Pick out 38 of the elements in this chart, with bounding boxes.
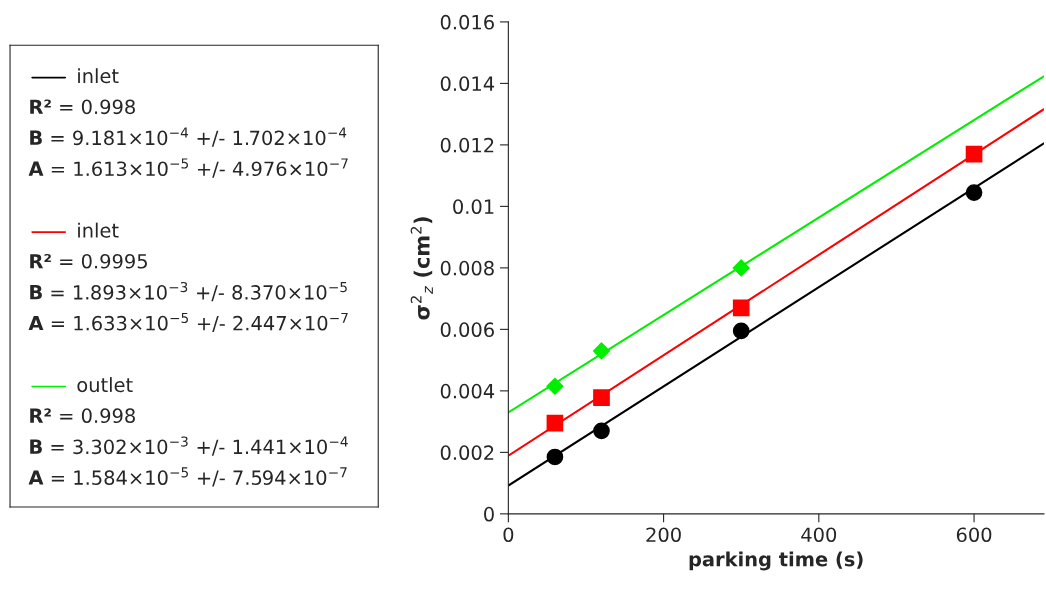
y-tick-label: 0.016 [440,14,494,30]
y-tick-label: 0.008 [440,260,494,276]
y-axis-title: σ$^{2}$$_{z}$ (cm$^{2}$) [410,217,433,320]
point [732,259,750,277]
y-tick-label: 0 [484,506,494,522]
text: B = 3.302×10$^{−3}$ +/- 1.441×10$^{−4}$ [30,436,348,456]
point [732,322,750,340]
point [546,448,564,466]
point [593,422,610,440]
text: B = 9.181×10$^{−4}$ +/- 1.702×10$^{−4}$ [30,127,347,147]
x-tick-label: 600 [956,527,992,543]
point [592,342,611,360]
y-tick-label: 0.01 [453,199,494,215]
x-tick-label: 200 [646,527,681,543]
text: A = 1.633×10$^{−5}$ +/- 2.447×10$^{−7}$ [28,312,348,333]
text: A = 1.584×10$^{−5}$ +/- 7.594×10$^{−7}$ [28,467,347,487]
point [546,377,564,395]
y-tick-label: 0.004 [440,383,495,399]
text: A = 1.613×10$^{−5}$ +/- 4.976×10$^{−7}$ [28,158,348,178]
x-tick-label: 400 [801,527,837,543]
point [965,145,983,163]
point [593,389,610,406]
point [546,414,564,432]
point [732,299,750,317]
text: R² = 0.998 [30,408,135,424]
point [965,184,983,201]
x-axis-title: parking time (s) [689,551,863,571]
text: B = 1.893×10$^{−3}$ +/- 8.370×10$^{−5}$ [30,281,347,302]
legend-label: outlet [77,377,133,393]
y-tick-label: 0.014 [440,76,495,92]
legend-label: inlet [78,68,119,84]
text: R² = 0.998 [30,99,135,115]
y-tick-label: 0.006 [440,322,494,338]
y-tick-label: 0.002 [440,445,494,461]
x-tick-label: 0 [503,527,514,543]
legend-label: inlet [78,222,119,238]
y-tick-label: 0.012 [440,137,494,153]
text: R² = 0.9995 [30,253,147,269]
